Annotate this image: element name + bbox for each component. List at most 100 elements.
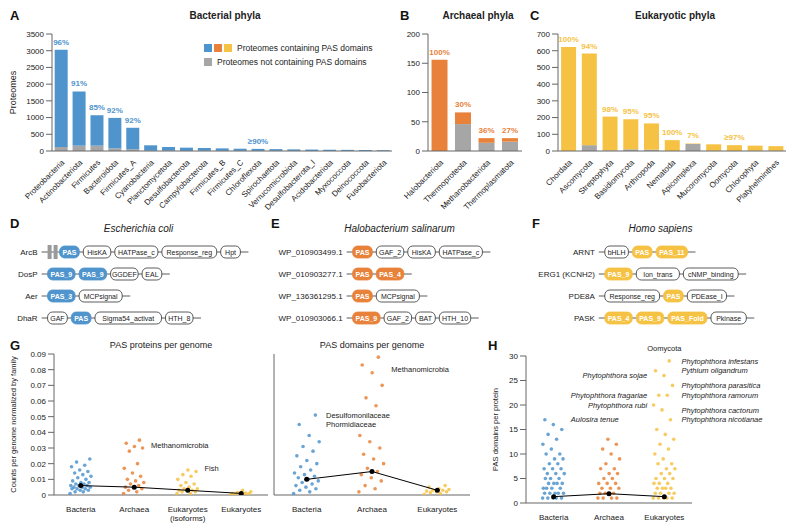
svg-text:7%: 7% bbox=[687, 131, 699, 140]
svg-text:Platyhelminthes: Platyhelminthes bbox=[735, 158, 781, 204]
svg-text:PAS: PAS bbox=[356, 271, 370, 278]
svg-text:Homo sapiens: Homo sapiens bbox=[629, 223, 693, 234]
svg-text:PAS_11: PAS_11 bbox=[659, 249, 684, 256]
svg-text:500: 500 bbox=[31, 130, 45, 139]
svg-text:0.02: 0.02 bbox=[30, 460, 46, 469]
svg-text:PAS domains per protein: PAS domains per protein bbox=[491, 388, 500, 471]
svg-text:EAL: EAL bbox=[145, 271, 158, 278]
svg-text:20: 20 bbox=[509, 401, 518, 410]
svg-text:10: 10 bbox=[509, 450, 518, 459]
svg-text:BAT: BAT bbox=[419, 315, 433, 322]
svg-text:WP_010903066.1: WP_010903066.1 bbox=[279, 314, 344, 323]
svg-text:Phytophthora parasitica: Phytophthora parasitica bbox=[682, 381, 761, 390]
svg-text:HTH_10: HTH_10 bbox=[442, 315, 468, 323]
svg-text:0: 0 bbox=[40, 147, 45, 156]
svg-text:Eukaryotes: Eukaryotes bbox=[417, 505, 457, 514]
svg-text:27%: 27% bbox=[502, 126, 518, 135]
svg-text:0.05: 0.05 bbox=[30, 413, 46, 422]
svg-text:600: 600 bbox=[537, 47, 551, 56]
svg-text:15: 15 bbox=[509, 425, 518, 434]
svg-text:Methanomicrobia: Methanomicrobia bbox=[391, 365, 449, 374]
svg-text:ARNT: ARNT bbox=[573, 248, 595, 257]
svg-text:Escherichia coli: Escherichia coli bbox=[104, 223, 174, 234]
svg-text:0.03: 0.03 bbox=[30, 444, 46, 453]
svg-text:PAS_9: PAS_9 bbox=[82, 271, 104, 278]
svg-text:Phytophthora nicotianae: Phytophthora nicotianae bbox=[682, 415, 763, 424]
svg-text:700: 700 bbox=[537, 30, 551, 39]
svg-text:3500: 3500 bbox=[26, 30, 44, 39]
svg-text:Ion_trans: Ion_trans bbox=[643, 271, 673, 279]
svg-text:GAF_2: GAF_2 bbox=[387, 315, 409, 323]
svg-text:PAS_9: PAS_9 bbox=[356, 315, 378, 322]
svg-text:100%: 100% bbox=[662, 128, 682, 137]
svg-text:Phytophthora sojae: Phytophthora sojae bbox=[583, 371, 648, 380]
svg-text:WP_010903277.1: WP_010903277.1 bbox=[279, 270, 344, 279]
svg-text:Bacteria: Bacteria bbox=[292, 505, 322, 514]
svg-text:0.09: 0.09 bbox=[30, 350, 46, 359]
svg-text:25: 25 bbox=[509, 376, 518, 385]
svg-text:HisKA: HisKA bbox=[412, 249, 432, 256]
svg-text:Methanomicrobia: Methanomicrobia bbox=[151, 441, 209, 450]
svg-text:bHLH: bHLH bbox=[608, 249, 626, 256]
svg-text:Bacteria: Bacteria bbox=[66, 505, 96, 514]
svg-text:PAS: PAS bbox=[635, 249, 649, 256]
svg-text:300: 300 bbox=[537, 97, 551, 106]
svg-text:PAS_9: PAS_9 bbox=[51, 271, 73, 278]
svg-text:Archaea: Archaea bbox=[594, 513, 624, 522]
svg-text:PAS_4: PAS_4 bbox=[379, 271, 401, 278]
svg-text:Thermoplasmatota: Thermoplasmatota bbox=[462, 158, 516, 212]
svg-text:Response_reg: Response_reg bbox=[167, 249, 213, 257]
svg-text:PAS: PAS bbox=[63, 249, 77, 256]
svg-text:0.04: 0.04 bbox=[30, 428, 46, 437]
svg-text:Phytophthora infestans: Phytophthora infestans bbox=[682, 357, 759, 366]
svg-text:Halobacteriota: Halobacteriota bbox=[402, 158, 445, 201]
svg-text:0.07: 0.07 bbox=[30, 381, 46, 390]
svg-text:100%: 100% bbox=[429, 48, 449, 57]
svg-text:30: 30 bbox=[509, 352, 518, 361]
svg-text:85%: 85% bbox=[89, 103, 105, 112]
svg-text:≥90%: ≥90% bbox=[248, 137, 268, 146]
svg-text:200: 200 bbox=[537, 113, 551, 122]
svg-text:cNMP_binding: cNMP_binding bbox=[688, 271, 734, 279]
svg-text:200: 200 bbox=[407, 30, 421, 39]
svg-text:0.08: 0.08 bbox=[30, 366, 46, 375]
svg-text:Pkinase: Pkinase bbox=[716, 315, 741, 322]
svg-text:1500: 1500 bbox=[26, 97, 44, 106]
svg-text:Proteomes: Proteomes bbox=[8, 70, 18, 114]
svg-text:PAS: PAS bbox=[356, 293, 370, 300]
svg-text:0.01: 0.01 bbox=[30, 475, 46, 484]
svg-text:Phytophthora ramorum: Phytophthora ramorum bbox=[682, 391, 759, 400]
svg-text:3000: 3000 bbox=[26, 47, 44, 56]
svg-text:Archaea: Archaea bbox=[119, 505, 149, 514]
svg-text:PAS_Fold: PAS_Fold bbox=[671, 315, 704, 322]
svg-text:WP_010903499.1: WP_010903499.1 bbox=[279, 248, 344, 257]
svg-text:Phormidiaceae: Phormidiaceae bbox=[326, 420, 376, 429]
svg-text:GAF_2: GAF_2 bbox=[379, 249, 401, 257]
svg-text:PDE8A: PDE8A bbox=[569, 292, 596, 301]
svg-text:Eukaryotes(isoforms): Eukaryotes(isoforms) bbox=[168, 505, 208, 523]
svg-text:0: 0 bbox=[416, 147, 421, 156]
svg-text:0: 0 bbox=[514, 499, 519, 508]
svg-text:Sigma54_activat: Sigma54_activat bbox=[102, 315, 154, 323]
svg-text:92%: 92% bbox=[125, 116, 141, 125]
svg-text:HTH_8: HTH_8 bbox=[168, 315, 190, 323]
svg-text:MCPsignal: MCPsignal bbox=[381, 293, 415, 301]
svg-text:Halobacterium salinarum: Halobacterium salinarum bbox=[344, 223, 455, 234]
svg-text:Bacteria: Bacteria bbox=[539, 513, 569, 522]
svg-text:PAS: PAS bbox=[356, 249, 370, 256]
svg-text:Counts per genome normalized b: Counts per genome normalized by family bbox=[9, 356, 18, 493]
svg-text:2000: 2000 bbox=[26, 80, 44, 89]
svg-text:Aulosira tenue: Aulosira tenue bbox=[570, 415, 619, 424]
svg-text:100: 100 bbox=[407, 88, 421, 97]
svg-text:150: 150 bbox=[407, 59, 421, 68]
svg-text:95%: 95% bbox=[644, 111, 660, 120]
svg-text:2500: 2500 bbox=[26, 63, 44, 72]
svg-text:ArcB: ArcB bbox=[20, 248, 37, 257]
svg-text:WP_136361295.1: WP_136361295.1 bbox=[279, 292, 344, 301]
svg-text:500: 500 bbox=[537, 63, 551, 72]
svg-text:0.06: 0.06 bbox=[30, 397, 46, 406]
svg-text:Fish: Fish bbox=[205, 464, 219, 473]
svg-text:30%: 30% bbox=[455, 100, 471, 109]
svg-text:91%: 91% bbox=[71, 79, 87, 88]
svg-text:36%: 36% bbox=[479, 126, 495, 135]
